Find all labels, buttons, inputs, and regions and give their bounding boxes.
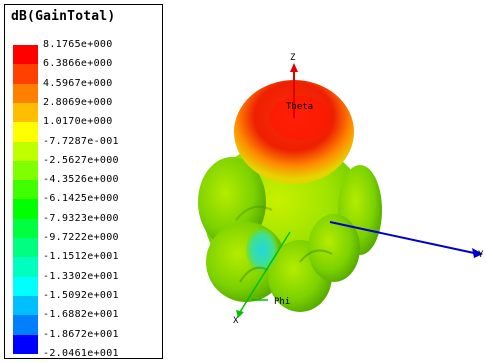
legend-swatch xyxy=(13,199,38,220)
theta-label: Theta xyxy=(286,102,313,112)
gain-legend: dB(GainTotal) 8.1765e+000 6.3866e+000 4.59… xyxy=(4,4,163,359)
level-values: 8.1765e+000 6.3866e+000 4.5967e+000 2.8069e… xyxy=(43,39,161,361)
legend-swatch xyxy=(13,45,38,65)
legend-swatch xyxy=(13,180,38,200)
legend-swatch xyxy=(13,238,38,258)
legend-level-value: -1.1512e+001 xyxy=(43,251,119,263)
legend-level-value: 4.5967e+000 xyxy=(43,77,113,89)
legend-swatch xyxy=(13,276,38,297)
coordinate-axes: Z Theta Y Phi X xyxy=(233,53,484,326)
legend-level-value: -6.1425e+000 xyxy=(43,193,119,205)
color-scale xyxy=(13,45,38,355)
legend-level-value: -4.3526e+000 xyxy=(43,174,119,186)
legend-swatch xyxy=(13,218,38,239)
legend-level-value: -1.8672e+001 xyxy=(43,328,119,340)
legend-level-value: 2.8069e+000 xyxy=(43,96,113,108)
legend-level-value: -7.7287e-001 xyxy=(43,135,119,147)
legend-title: dB(GainTotal) xyxy=(11,9,116,24)
y-axis-label: Y xyxy=(478,250,484,260)
y-axis-arrow xyxy=(472,248,483,258)
legend-swatch xyxy=(13,315,38,335)
y-axis xyxy=(329,221,475,254)
legend-swatch xyxy=(13,334,38,355)
legend-level-value: -2.5627e+000 xyxy=(43,154,119,166)
legend-level-value: -1.3302e+001 xyxy=(43,270,119,282)
legend-level-value: 1.0170e+000 xyxy=(43,116,113,128)
legend-swatch xyxy=(13,295,38,316)
legend-level-value: 6.3866e+000 xyxy=(43,58,113,70)
legend-swatch xyxy=(13,64,38,85)
x-axis-arrow xyxy=(236,310,244,318)
legend-swatch xyxy=(13,83,38,104)
legend-level-value: -9.7222e+000 xyxy=(43,232,119,243)
x-axis-label: X xyxy=(233,316,239,326)
legend-swatch xyxy=(13,141,38,162)
x-axis xyxy=(239,231,291,313)
legend-swatch xyxy=(13,160,38,181)
legend-swatch xyxy=(13,102,38,123)
phi-label: Phi xyxy=(274,297,290,307)
z-axis-arrow xyxy=(290,63,298,72)
legend-level-value: -1.5092e+001 xyxy=(43,289,119,301)
legend-level-value: -1.6882e+001 xyxy=(43,309,119,321)
legend-level-value: -2.0461e+001 xyxy=(43,347,119,359)
legend-swatch xyxy=(13,122,38,142)
z-axis-label: Z xyxy=(290,53,296,63)
legend-level-value: 8.1765e+000 xyxy=(43,39,113,50)
legend-level-value: -7.9323e+000 xyxy=(43,212,119,224)
gain-surface xyxy=(198,80,382,312)
legend-swatch xyxy=(13,257,38,278)
